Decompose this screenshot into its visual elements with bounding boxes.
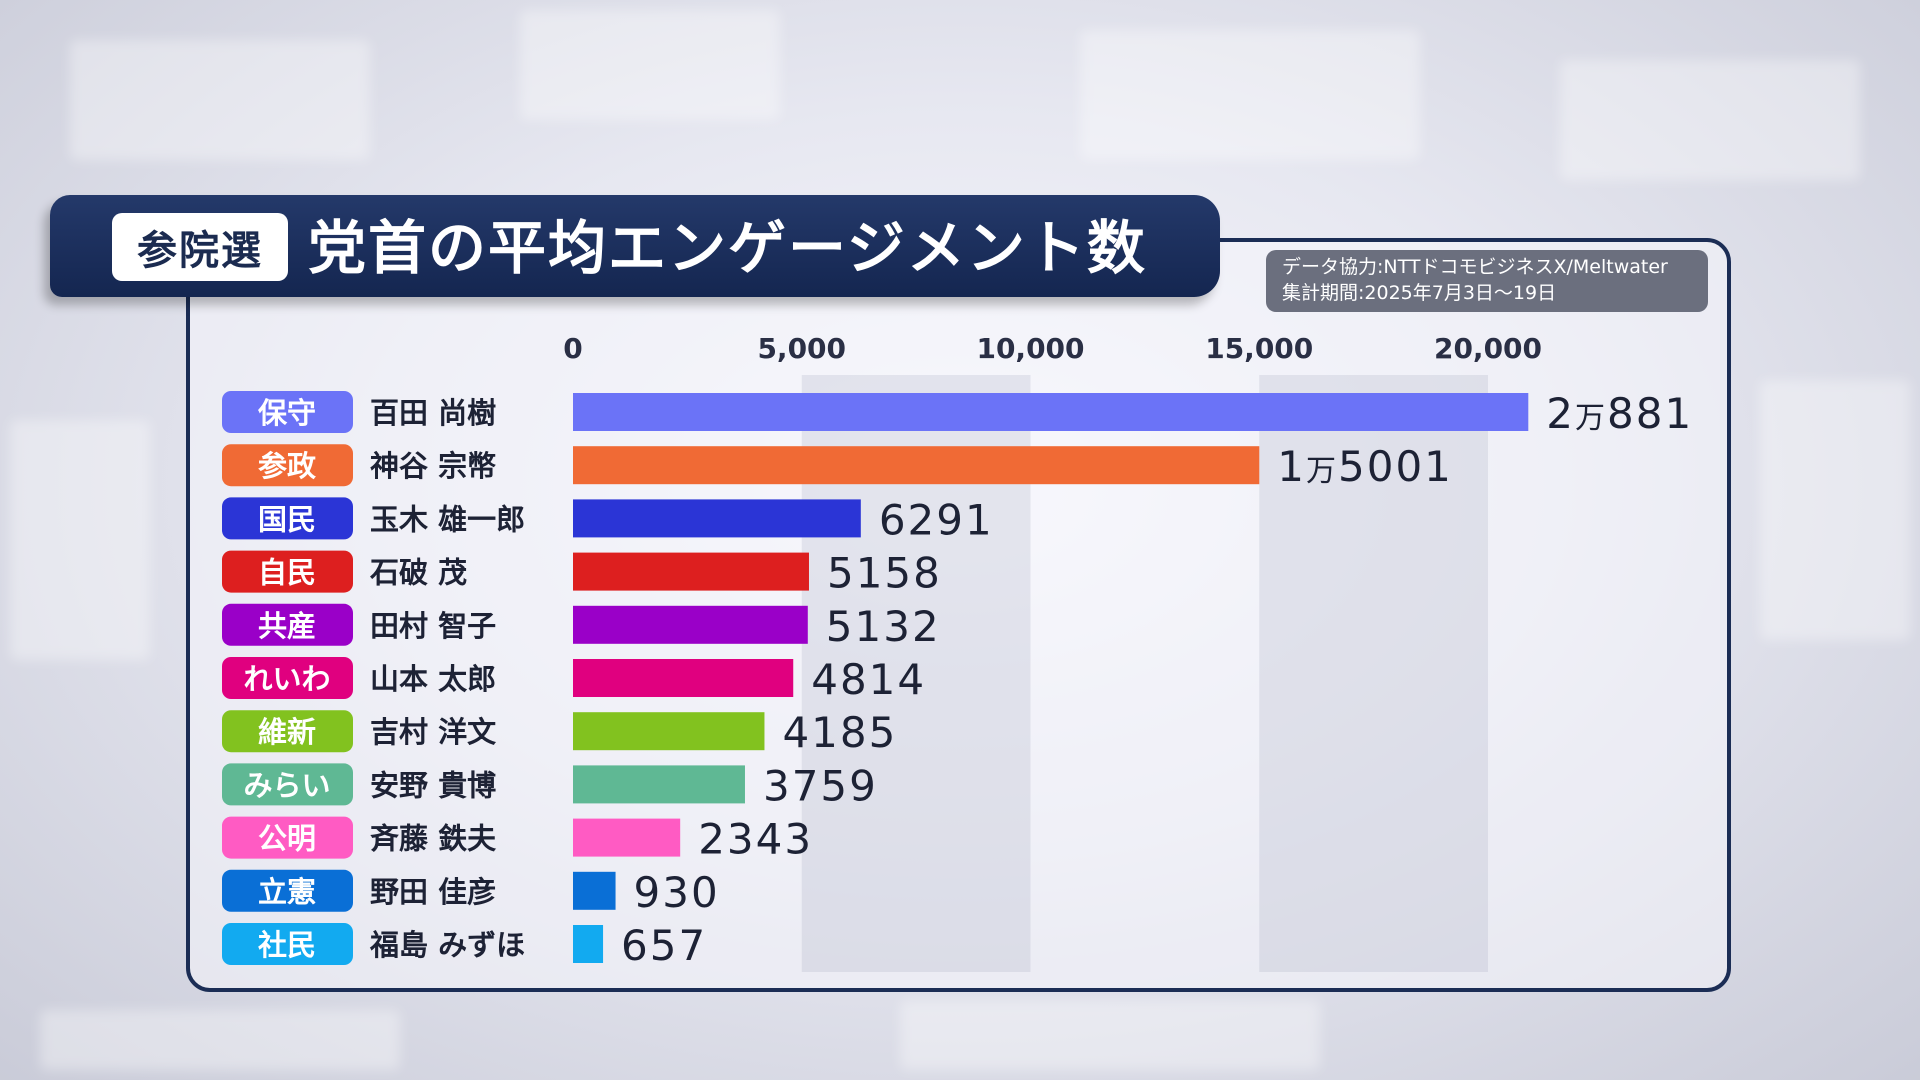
party-label: 社民 xyxy=(258,928,316,962)
leader-name: 田村 智子 xyxy=(370,609,496,643)
x-tick-label: 0 xyxy=(563,332,582,365)
value-label: 5158 xyxy=(827,549,942,598)
party-label: 自民 xyxy=(258,556,316,590)
chart-title: 党首の平均エンゲージメント数 xyxy=(308,214,1147,282)
party-badge xyxy=(222,550,353,593)
leader-name: 吉村 洋文 xyxy=(370,715,497,749)
value-label: 2343 xyxy=(698,815,813,864)
bar xyxy=(573,871,616,910)
bar xyxy=(573,605,808,644)
bar xyxy=(573,765,745,804)
source-period: 集計期間:2025年7月3日〜19日 xyxy=(1282,282,1557,304)
value-label: 930 xyxy=(634,868,720,917)
party-label: 立憲 xyxy=(258,875,316,909)
source-credit: データ協力:NTTドコモビジネスX/Meltwater xyxy=(1282,256,1668,278)
value-label: 3759 xyxy=(763,761,878,810)
party-label: 公明 xyxy=(258,822,316,856)
election-badge: 参院選 xyxy=(112,213,288,281)
leader-name: 安野 貴博 xyxy=(370,768,496,802)
leader-name: 百田 尚樹 xyxy=(370,396,496,430)
bar xyxy=(573,712,765,751)
value-label: 657 xyxy=(621,921,707,970)
party-badge xyxy=(222,497,353,540)
leader-name: 神谷 宗幣 xyxy=(370,449,496,483)
leader-name: 石破 茂 xyxy=(369,556,467,590)
source-box: データ協力:NTTドコモビジネスX/Meltwater 集計期間:2025年7月… xyxy=(1266,250,1708,312)
bar xyxy=(573,925,604,963)
party-label: 国民 xyxy=(258,502,316,536)
party-badge xyxy=(222,391,353,433)
party-label: みらい xyxy=(243,768,330,802)
party-badge xyxy=(222,923,353,965)
leader-name: 福島 みずほ xyxy=(369,928,525,962)
party-label: 参政 xyxy=(258,449,316,483)
leader-name: 玉木 雄一郎 xyxy=(370,502,525,536)
bar xyxy=(573,393,1529,431)
x-tick-label: 5,000 xyxy=(757,332,846,365)
party-label: 共産 xyxy=(258,609,316,643)
bar xyxy=(573,659,794,697)
x-tick-label: 20,000 xyxy=(1434,332,1542,365)
party-badge xyxy=(222,657,353,699)
party-badge xyxy=(222,763,353,806)
value-label: 1万5001 xyxy=(1277,442,1453,491)
value-label: 2万881 xyxy=(1546,389,1693,438)
party-badge xyxy=(222,816,353,859)
bar xyxy=(573,552,809,591)
party-label: 保守 xyxy=(257,396,316,430)
grid-band xyxy=(1259,375,1488,972)
x-tick-label: 10,000 xyxy=(976,332,1084,365)
leader-name: 野田 佳彦 xyxy=(370,875,496,909)
bar xyxy=(573,818,681,857)
bar xyxy=(573,446,1260,485)
party-label: 維新 xyxy=(258,715,316,749)
bar xyxy=(573,499,861,538)
value-label: 4814 xyxy=(811,655,926,704)
leader-name: 山本 太郎 xyxy=(370,662,496,696)
party-badge xyxy=(222,869,353,912)
value-label: 6291 xyxy=(879,495,994,544)
value-label: 5132 xyxy=(826,602,941,651)
party-label: れいわ xyxy=(243,662,330,696)
party-badge xyxy=(222,603,353,646)
value-label: 4185 xyxy=(782,708,897,757)
party-badge xyxy=(222,710,353,753)
leader-name: 斉藤 鉄夫 xyxy=(370,822,497,856)
party-badge xyxy=(222,444,353,487)
x-tick-label: 15,000 xyxy=(1205,332,1313,365)
